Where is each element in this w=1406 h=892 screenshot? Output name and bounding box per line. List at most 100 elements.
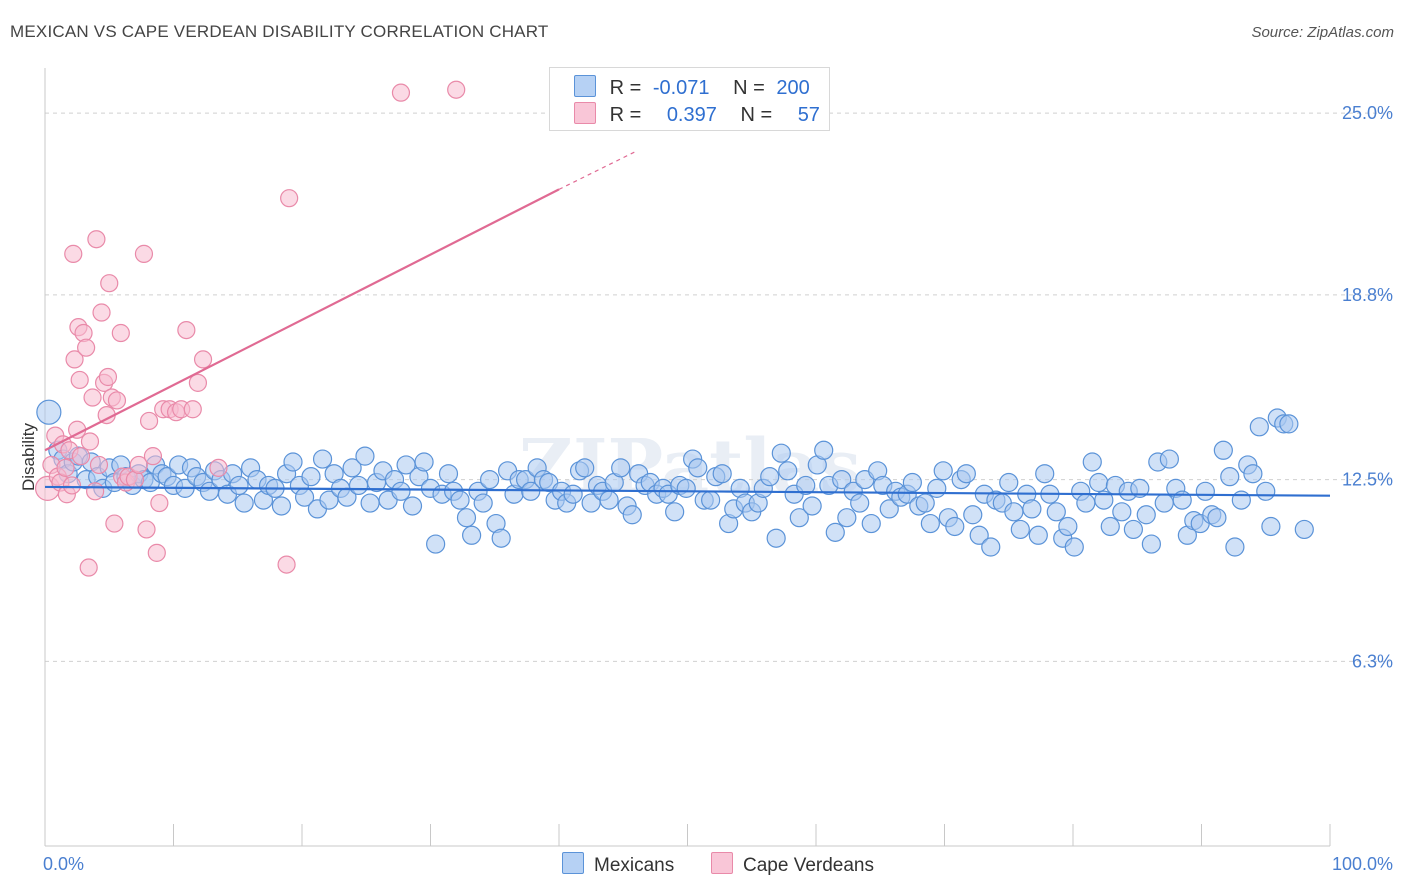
mexicans-point (1225, 537, 1245, 557)
cape-verdeans-point (86, 482, 105, 501)
legend-r-value: 0.397 (666, 104, 717, 126)
mexicans-point (599, 490, 619, 510)
legend-r-label: R = (609, 104, 642, 126)
mexicans-trendline (44, 485, 1331, 497)
mexicans-point (1294, 519, 1314, 540)
cape-verdeans-point (147, 543, 166, 562)
cape-verdeans-point (64, 244, 83, 263)
cape-verdeans-point (100, 274, 119, 293)
cape-verdeans-point (83, 388, 102, 407)
cape-verdeans-point (62, 476, 82, 495)
cape-verdeans-point (129, 455, 148, 475)
cape-verdeans-point (80, 432, 100, 451)
mexicans-point (342, 458, 362, 478)
y-tick-label: 12.5% (1342, 470, 1393, 490)
cape-verdeans-point (277, 555, 296, 574)
cape-verdeans-point (183, 400, 202, 419)
mexicans-point (1010, 519, 1030, 540)
mexicans-point (676, 478, 696, 498)
mexicans-point (1082, 452, 1102, 472)
mexicans-point (665, 502, 685, 522)
mexicans-point (1028, 525, 1048, 545)
mexicans-point (450, 490, 470, 510)
mexicans-point (456, 508, 477, 528)
x-tick-label-min: 0.0% (43, 854, 84, 874)
mexicans-point (981, 537, 1001, 557)
cape-verdeans-point (70, 370, 89, 390)
legend-n-label: N = (733, 77, 765, 99)
mexicans-point (1231, 490, 1251, 510)
mexicans-point (426, 534, 446, 554)
cape-verdeans-point (139, 411, 159, 431)
mexicans-point (438, 464, 459, 484)
bottom-legend: Mexicans Cape Verdeans (0, 852, 1406, 878)
cape-verdeans-point (209, 458, 228, 477)
mexicans-point (802, 496, 822, 516)
legend-n-label: N = (740, 104, 773, 126)
mexicans-point (712, 464, 732, 484)
blue-swatch-icon (574, 75, 596, 97)
cape-verdeans-point (188, 373, 208, 392)
mexicans-point (1089, 472, 1109, 493)
mexicans-point (622, 505, 642, 525)
cape-verdeans-point (98, 367, 118, 387)
mexicans-point (229, 475, 249, 496)
mexicans-point (1220, 467, 1240, 487)
cape-verdeans-point (92, 303, 111, 322)
cape-verdeans-point (111, 323, 130, 343)
mexicans-point (956, 464, 976, 484)
mexicans-point (879, 499, 899, 519)
mexicans-point (1094, 490, 1114, 510)
mexicans-point (36, 399, 62, 425)
cape-verdeans-point (107, 391, 127, 410)
mexicans-point (1130, 478, 1150, 498)
legend-n-value: 57 (797, 104, 820, 126)
bottom-legend-mexicans: Mexicans (562, 852, 674, 877)
mexicans-point (920, 513, 940, 534)
mexicans-point (927, 478, 947, 498)
legend-r-label: R = (609, 77, 642, 99)
y-tick-label: 18.8% (1342, 285, 1393, 305)
cape-verdeans-point (87, 230, 106, 249)
cape-verdeans-point (150, 493, 169, 513)
mexicans-point (462, 525, 482, 545)
cape-verdeans-point (143, 447, 163, 466)
bottom-legend-label: Cape Verdeans (743, 855, 874, 876)
y-tick-label: 25.0% (1342, 103, 1393, 123)
cape-verdeans-point (447, 80, 466, 99)
mexicans-point (1064, 537, 1084, 557)
mexicans-point (1261, 516, 1281, 537)
mexicans-point (902, 472, 922, 493)
mexicans-point (1100, 516, 1120, 537)
mexicans-point (825, 522, 845, 542)
mexicans-point (969, 525, 989, 545)
mexicans-point (832, 469, 852, 490)
legend-n-value: 200 (776, 77, 810, 99)
mexicans-point (837, 508, 857, 528)
mexicans-point (1123, 519, 1143, 540)
mexicans-point (1058, 516, 1078, 537)
mexicans-point (1243, 464, 1263, 484)
mexicans-point (234, 493, 254, 513)
mexicans-point (766, 528, 786, 548)
bottom-legend-label: Mexicans (594, 855, 675, 876)
mexicans-point (1035, 464, 1055, 484)
mexicans-point (402, 496, 423, 516)
blue-swatch-icon (562, 852, 584, 874)
mexicans-point (760, 467, 780, 487)
chart-title: MEXICAN VS CAPE VERDEAN DISABILITY CORRE… (10, 22, 549, 41)
cape-verdeans-point (77, 338, 96, 357)
cape-verdeans-point (137, 520, 156, 539)
mexicans-point (933, 461, 953, 481)
mexicans-point (963, 505, 983, 525)
mexicans-point (1279, 414, 1299, 434)
mexicans-point (575, 458, 595, 478)
mexicans-point (1213, 440, 1233, 460)
mexicans-point (312, 449, 333, 469)
cape-verdeans-trendline-extension (558, 150, 637, 190)
cape-verdeans-point (134, 244, 154, 263)
mexicans-point (414, 452, 434, 472)
mexicans-point (473, 493, 493, 513)
mexicans-point (1022, 499, 1042, 519)
mexicans-point (1195, 481, 1215, 501)
